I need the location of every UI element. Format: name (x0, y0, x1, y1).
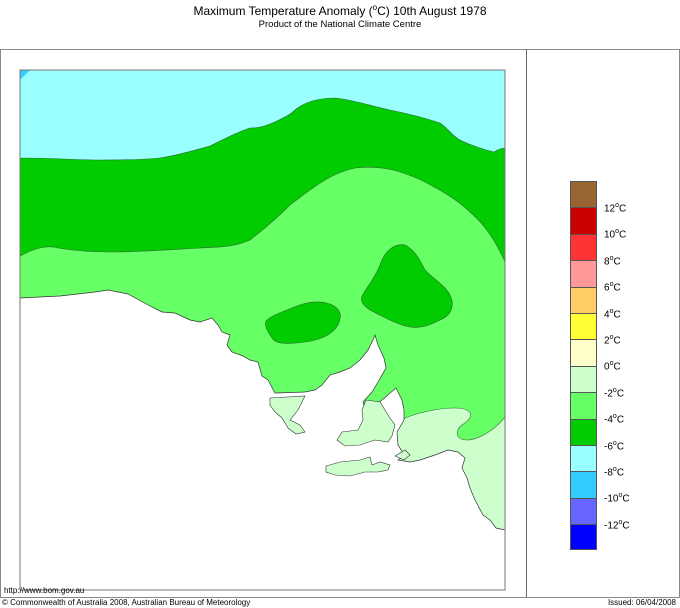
legend-divider (526, 49, 527, 597)
color-legend (570, 181, 598, 551)
legend-label: 10oC (604, 228, 627, 241)
issued-date: Issued: 06/04/2008 (607, 598, 676, 607)
legend-label: -4oC (604, 413, 625, 426)
legend-label: 12oC (604, 202, 627, 215)
copyright-notice: © Commonwealth of Australia 2008, Austra… (2, 598, 251, 607)
degree-symbol: o (372, 3, 378, 12)
legend-swatch (570, 365, 597, 393)
legend-swatch (570, 471, 597, 498)
legend-label: -12oC (604, 518, 630, 532)
map-border (19, 69, 506, 591)
title-prefix: Maximum Temperature Anomaly ( (193, 4, 373, 18)
legend-label: -6oC (604, 439, 625, 452)
legend-swatch (570, 286, 597, 313)
legend-swatch (570, 497, 597, 525)
map-subtitle: Product of the National Climate Centre (258, 19, 422, 30)
legend-swatch (570, 260, 597, 287)
legend-label: -2oC (604, 386, 625, 400)
title-suffix: C) 10th August 1978 (377, 4, 487, 18)
legend-label: 6oC (604, 281, 621, 294)
legend-label: 4oC (604, 307, 621, 320)
legend-swatch (570, 444, 597, 472)
legend-swatch (570, 418, 597, 445)
legend-label: 2oC (604, 334, 621, 347)
legend-swatch (570, 233, 597, 261)
yorke-peninsula (336, 399, 396, 447)
contour-blob-west (265, 301, 341, 344)
legend-label: -8oC (604, 466, 625, 479)
legend-swatch (570, 312, 597, 340)
fleurieu-peninsula (394, 449, 411, 461)
legend-swatch (570, 207, 597, 234)
legend-label: 8oC (604, 254, 621, 268)
source-url[interactable]: http://www.bom.gov.au (4, 586, 85, 595)
map-title: Maximum Temperature Anomaly (oC) 10th Au… (0, 3, 680, 18)
legend-swatch (570, 181, 597, 208)
kangaroo-island (325, 456, 391, 477)
legend-swatch (570, 339, 597, 366)
contour-minus8-to-minus6 (20, 70, 505, 161)
legend-label: 0oC (604, 360, 621, 373)
eyre-peninsula-tip (269, 395, 306, 435)
coastline (20, 289, 505, 531)
legend-swatch (570, 392, 597, 419)
contour-minus10-to-minus8 (20, 70, 30, 80)
contour-blob-east (361, 244, 453, 328)
legend-label: -10oC (604, 492, 630, 505)
legend-swatch (570, 524, 597, 551)
